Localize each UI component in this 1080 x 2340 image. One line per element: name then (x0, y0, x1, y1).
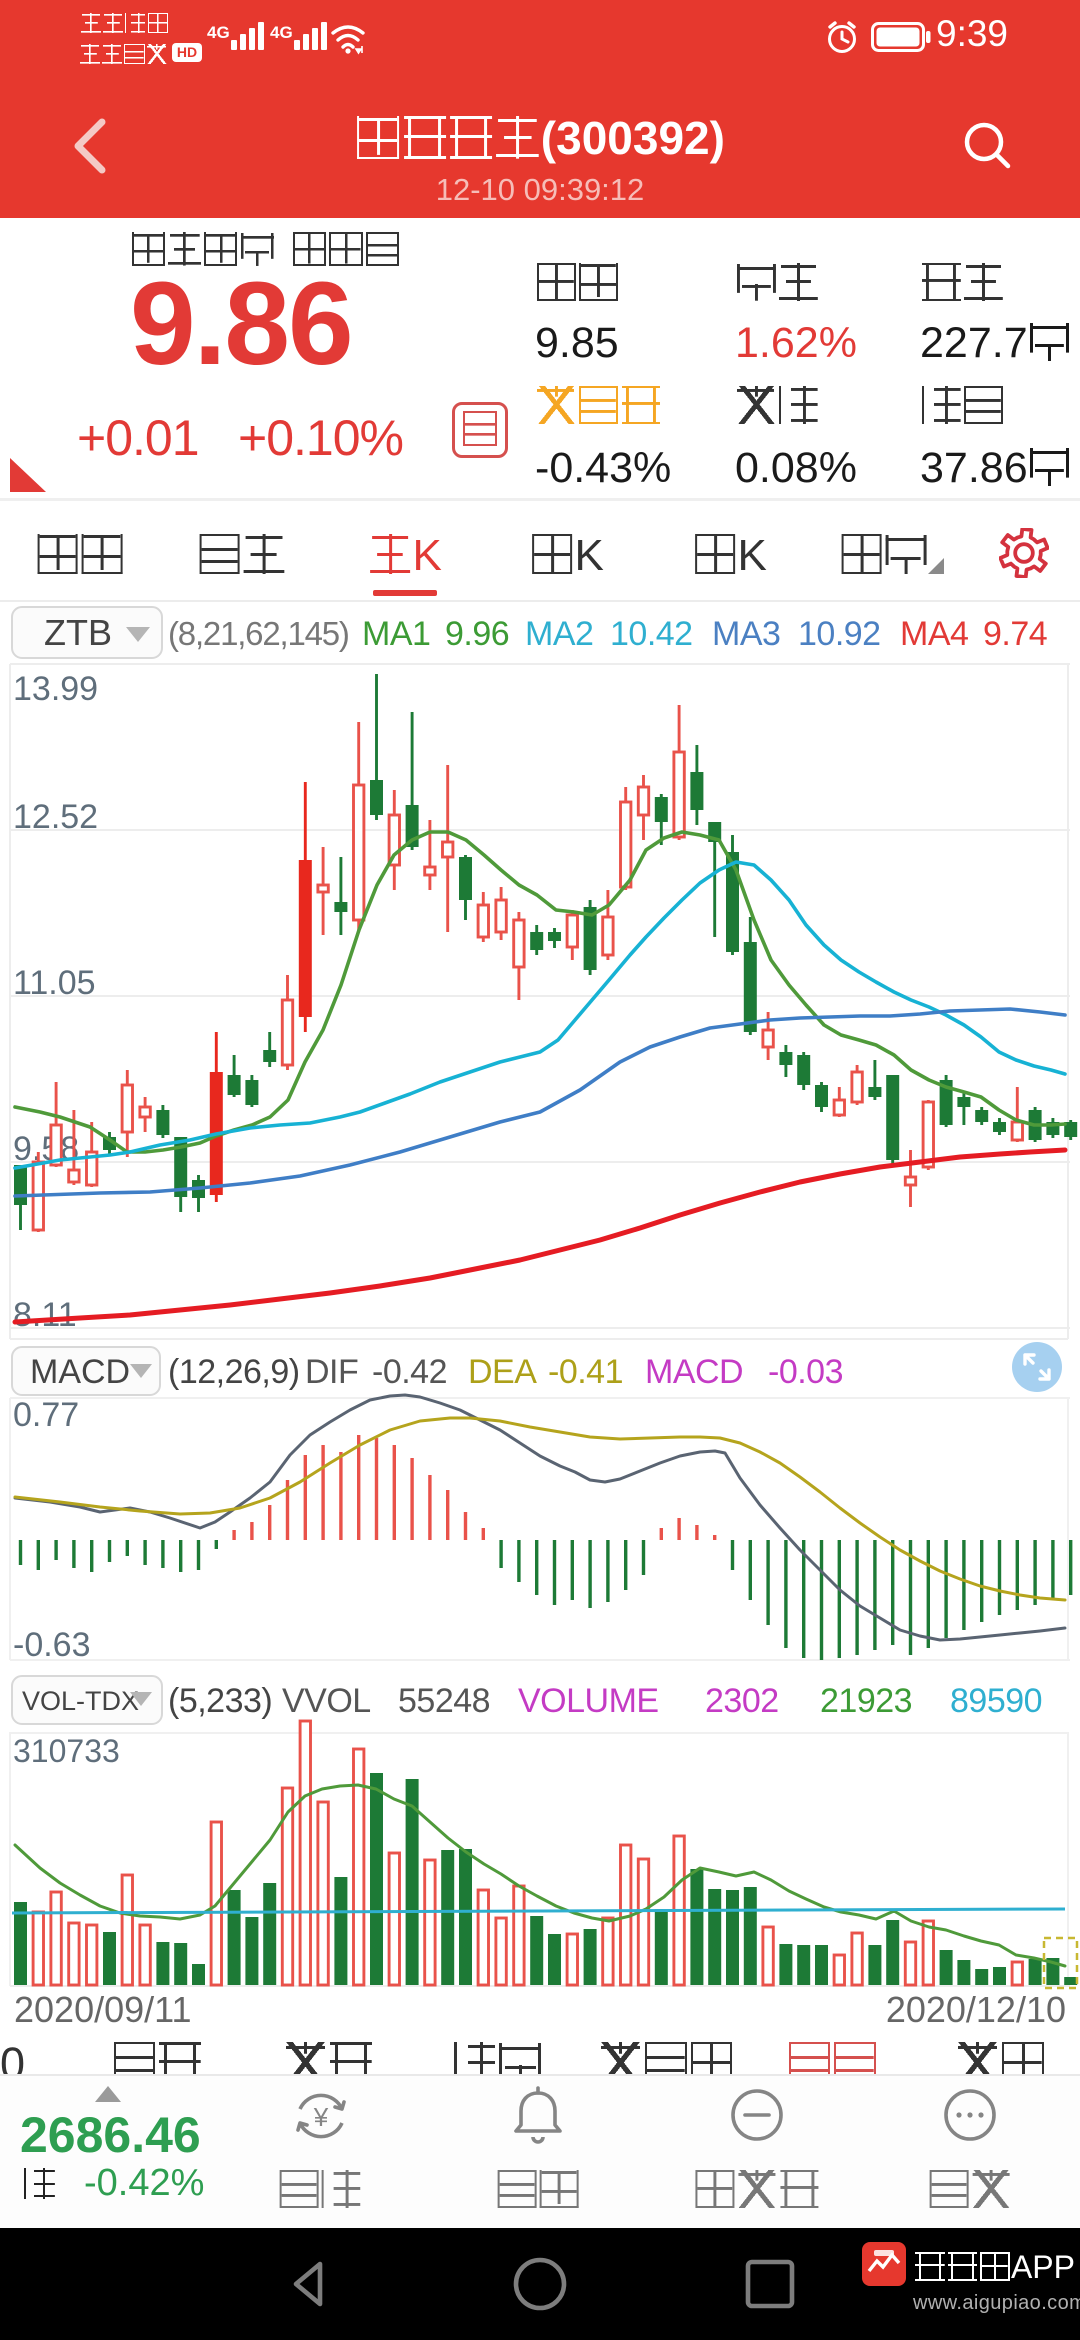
svg-text:0.77: 0.77 (13, 1396, 79, 1434)
svg-text:10.42: 10.42 (610, 615, 693, 653)
svg-text:-0.42: -0.42 (372, 1353, 447, 1391)
svg-text:310733: 310733 (13, 1733, 120, 1769)
svg-text:-0.63: -0.63 (13, 1626, 91, 1664)
svg-text:4G: 4G (207, 23, 230, 42)
svg-text:VVOL: VVOL (282, 1682, 371, 1720)
svg-text:10.92: 10.92 (798, 615, 881, 653)
svg-text:MA4: MA4 (900, 615, 968, 653)
svg-text:MA2: MA2 (525, 615, 593, 653)
svg-text:(5,233): (5,233) (168, 1682, 272, 1720)
svg-text:55248: 55248 (398, 1682, 490, 1720)
svg-text:11.05: 11.05 (13, 964, 96, 1002)
svg-text:8.11: 8.11 (13, 1296, 77, 1334)
svg-text:13.99: 13.99 (13, 670, 98, 708)
svg-text:DIF: DIF (305, 1353, 358, 1391)
svg-text:VOL-TDX: VOL-TDX (22, 1686, 139, 1716)
svg-text:89590: 89590 (950, 1682, 1042, 1720)
svg-text:(8,21,62,145): (8,21,62,145) (168, 615, 349, 652)
svg-text:¥: ¥ (313, 2102, 329, 2132)
svg-text:2020/12/10: 2020/12/10 (886, 1989, 1066, 2030)
svg-text:-0.03: -0.03 (768, 1353, 843, 1391)
svg-text:MACD: MACD (30, 1353, 130, 1391)
svg-text:VOLUME: VOLUME (518, 1682, 659, 1720)
svg-text:MA1: MA1 (362, 615, 430, 653)
svg-text:2020/09/11: 2020/09/11 (14, 1989, 192, 2030)
svg-text:9.96: 9.96 (445, 615, 509, 653)
svg-text:-0.41: -0.41 (548, 1353, 623, 1391)
svg-text:9.74: 9.74 (983, 615, 1047, 653)
svg-text:2302: 2302 (705, 1682, 779, 1720)
svg-text:MA3: MA3 (712, 615, 780, 653)
svg-text:(12,26,9): (12,26,9) (168, 1353, 300, 1391)
svg-text:12.52: 12.52 (13, 798, 98, 836)
svg-text:ZTB: ZTB (44, 612, 112, 653)
svg-text:4G: 4G (270, 23, 293, 42)
svg-text:MACD: MACD (645, 1353, 743, 1391)
svg-text:DEA: DEA (468, 1353, 537, 1391)
svg-text:21923: 21923 (820, 1682, 912, 1720)
